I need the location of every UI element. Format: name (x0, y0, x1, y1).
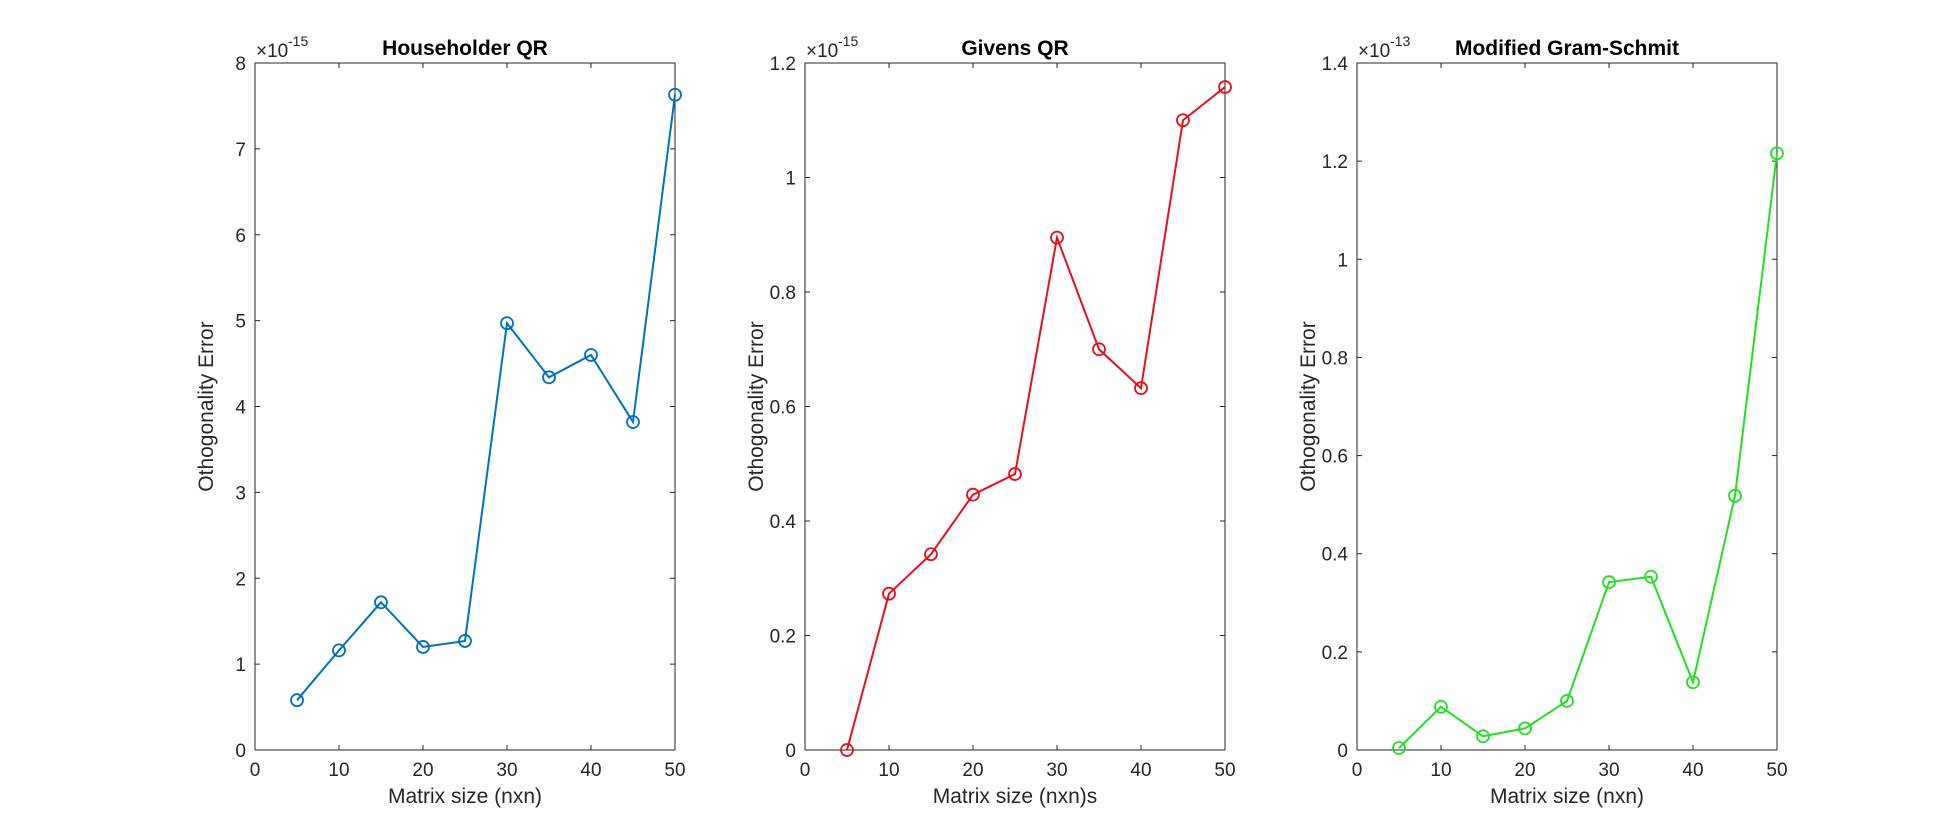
data-point (668, 87, 682, 102)
chart-panel-2: 0 10 20 30 40 50 0 0.2 0.4 0.6 0.8 1 1.2 ×10 -15 Givens… (745, 33, 1236, 808)
x-tick-label: 50 (664, 760, 685, 781)
data-point (882, 586, 896, 601)
y-axis-label: Othogonality Error (745, 321, 768, 491)
axis-exponent-base: ×10 (1358, 41, 1390, 62)
y-tick-label: 1 (785, 169, 796, 190)
axis-exponent: -15 (838, 33, 858, 49)
x-tick-label: 30 (1046, 760, 1067, 781)
y-tick-label: 0.8 (770, 283, 796, 304)
x-tick-label: 40 (1130, 760, 1151, 781)
data-point (966, 487, 980, 502)
data-point (542, 370, 556, 385)
axes-box (804, 62, 1226, 751)
y-tick-label: 0 (785, 741, 796, 762)
data-point (1560, 694, 1574, 708)
x-tick-label: 40 (580, 760, 601, 781)
y-tick-label: 0.8 (1322, 348, 1348, 369)
y-tick-label: 0.6 (1322, 447, 1348, 468)
data-point (924, 547, 938, 562)
y-tick-label: 1 (235, 655, 246, 676)
data-point (1176, 113, 1190, 128)
x-tick-label: 0 (250, 760, 261, 781)
data-point (1602, 575, 1616, 590)
data-point (500, 316, 514, 331)
data-point (1644, 569, 1658, 584)
x-axis-label: Matrix size (nxn) (1490, 785, 1644, 808)
axes-box (1356, 62, 1778, 751)
y-tick-label: 2 (235, 569, 246, 590)
data-point (1434, 699, 1448, 714)
data-point (1392, 741, 1406, 755)
axis-exponent-base: ×10 (806, 41, 838, 62)
x-tick-label: 0 (1352, 760, 1363, 781)
series-line (296, 94, 676, 701)
x-tick-label: 30 (1598, 760, 1619, 781)
data-point (1770, 146, 1784, 161)
x-tick-label: 40 (1682, 760, 1703, 781)
x-tick-label: 50 (1766, 760, 1787, 781)
x-tick-label: 0 (800, 760, 811, 781)
y-tick-label: 0.6 (770, 398, 796, 419)
y-tick-label: 7 (235, 140, 246, 161)
y-tick-label: 1.4 (1322, 54, 1349, 75)
data-point (1686, 675, 1700, 690)
x-tick-label: 20 (412, 760, 433, 781)
y-tick-label: 0.2 (770, 627, 796, 648)
x-axis-label: Matrix size (nxn) (388, 785, 542, 808)
x-tick-label: 10 (878, 760, 899, 781)
x-axis-label: Matrix size (nxn)s (933, 785, 1098, 808)
y-axis-label: Othogonality Error (1297, 321, 1320, 491)
chart-panel-1: 0 10 20 30 40 50 0 1 2 3 4 5 6 7 8 ×10 -15 Householder QR… (195, 33, 686, 808)
y-tick-label: 6 (235, 226, 246, 247)
y-tick-label: 8 (235, 54, 246, 75)
x-tick-label: 10 (328, 760, 349, 781)
y-tick-label: 0 (235, 741, 246, 762)
data-point (332, 643, 346, 658)
data-point (290, 693, 304, 708)
data-point (1518, 721, 1532, 736)
data-point (1134, 381, 1148, 396)
series-line (1398, 153, 1778, 749)
data-point (840, 743, 854, 757)
y-tick-label: 0.4 (770, 512, 797, 533)
data-point (374, 595, 388, 610)
x-tick-label: 20 (1514, 760, 1535, 781)
y-tick-label: 1.2 (770, 54, 796, 75)
chart-panel-3: 0 10 20 30 40 50 0 0.2 0.4 0.6 0.8 1 1.2 1.4 ×10 -13 Mod… (1297, 33, 1788, 808)
x-tick-label: 30 (496, 760, 517, 781)
data-point (1218, 80, 1232, 94)
data-point (626, 415, 640, 429)
data-point (458, 634, 472, 648)
y-axis-label: Othogonality Error (195, 321, 218, 491)
x-tick-label: 20 (962, 760, 983, 781)
data-point (1728, 488, 1742, 503)
data-point (1008, 467, 1022, 481)
chart-title: Givens QR (961, 37, 1068, 60)
data-point (1476, 729, 1490, 744)
y-tick-label: 4 (235, 398, 246, 419)
y-tick-label: 3 (235, 483, 246, 504)
data-point (1050, 230, 1064, 245)
y-tick-label: 1.2 (1322, 152, 1348, 173)
axis-exponent-base: ×10 (256, 41, 288, 62)
chart-title: Householder QR (382, 37, 548, 60)
data-point (1092, 342, 1106, 357)
chart-title: Modified Gram-Schmit (1455, 37, 1679, 60)
x-tick-label: 50 (1214, 760, 1235, 781)
axis-exponent: -15 (288, 33, 308, 49)
y-tick-label: 5 (235, 312, 246, 333)
y-tick-label: 0.4 (1322, 545, 1349, 566)
series-line (846, 86, 1226, 751)
data-point (584, 348, 598, 362)
y-tick-label: 0 (1337, 741, 1348, 762)
data-point (416, 640, 430, 654)
y-tick-label: 1 (1337, 250, 1348, 271)
y-tick-label: 0.2 (1322, 643, 1348, 664)
x-tick-label: 10 (1430, 760, 1451, 781)
axis-exponent: -13 (1390, 33, 1410, 49)
